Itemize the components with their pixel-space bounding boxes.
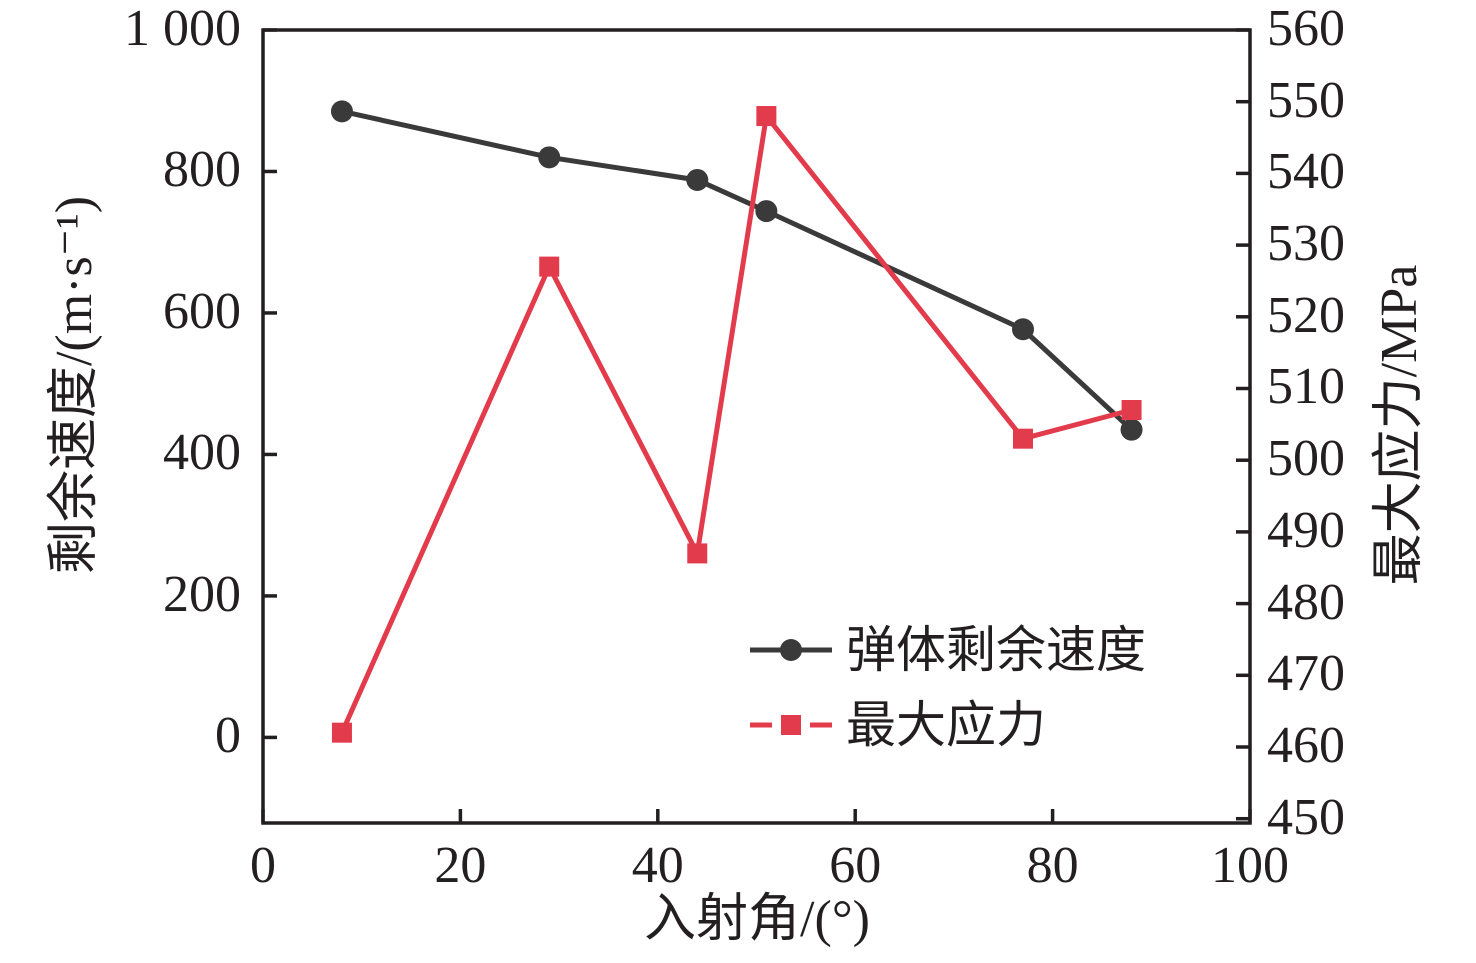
legend-item-residual-velocity: 弹体剩余速度 [748, 612, 1146, 687]
series-line-1 [339, 110, 1133, 734]
x-axis-tick-label: 80 [1026, 837, 1079, 894]
right-axis-tick-label: 540 [1267, 143, 1345, 201]
right-axis-tick-label: 550 [1267, 71, 1345, 129]
legend: 弹体剩余速度 最大应力 [748, 612, 1146, 762]
left-axis-tick-label: 1 000 [124, 0, 241, 57]
x-axis-tick-label: 0 [250, 837, 276, 894]
right-axis-tick-label: 530 [1267, 215, 1345, 273]
series-0-point [686, 168, 709, 191]
series-1-point [687, 543, 708, 564]
right-axis-tick-label: 490 [1267, 501, 1345, 559]
right-axis-tick-label: 480 [1267, 573, 1345, 631]
legend-marker-circle-icon [750, 638, 832, 661]
legend-label-residual-velocity: 弹体剩余速度 [846, 621, 1146, 678]
left-axis-tick-label: 800 [163, 141, 241, 199]
right-axis-tick-label: 500 [1267, 430, 1345, 488]
series-1-point [539, 256, 560, 277]
left-axis-tick-label: 0 [215, 707, 241, 765]
legend-item-max-stress: 最大应力 [748, 687, 1146, 762]
right-axis-tick-label: 560 [1267, 0, 1345, 57]
right-axis-title: 最大应力/MPa [1371, 264, 1428, 586]
left-axis-title: 剩余速度/(m·s⁻¹) [46, 195, 103, 575]
right-axis-tick-label: 520 [1267, 286, 1345, 344]
left-axis-tick-label: 200 [163, 565, 241, 623]
x-axis-title: 入射角/(°) [644, 891, 870, 948]
x-axis-tick-label: 60 [829, 837, 882, 894]
series-0-point [1011, 318, 1034, 341]
series-1-point [1121, 400, 1142, 421]
series-0-point [330, 100, 353, 123]
right-axis-tick-label: 470 [1267, 645, 1345, 703]
series-line-0 [341, 108, 1134, 432]
right-axis-tick-label: 450 [1267, 788, 1345, 846]
series-0-point [755, 200, 778, 223]
series-0-point [538, 146, 561, 169]
right-axis-tick-label: 510 [1267, 358, 1345, 416]
x-axis-tick-label: 100 [1211, 837, 1289, 894]
legend-label-max-stress: 最大应力 [846, 696, 1046, 753]
left-axis-tick-label: 400 [163, 424, 241, 482]
series-1-point [1012, 428, 1033, 449]
legend-marker-square-icon [750, 714, 832, 735]
series-1-point [331, 722, 352, 743]
left-axis-tick-label: 600 [163, 282, 241, 340]
x-axis-tick-label: 20 [434, 837, 487, 894]
right-axis-tick-label: 460 [1267, 716, 1345, 774]
series-1-point [756, 106, 777, 127]
x-axis-tick-label: 40 [631, 837, 684, 894]
plot-frame [261, 28, 1252, 825]
series-0-point [1120, 418, 1143, 441]
